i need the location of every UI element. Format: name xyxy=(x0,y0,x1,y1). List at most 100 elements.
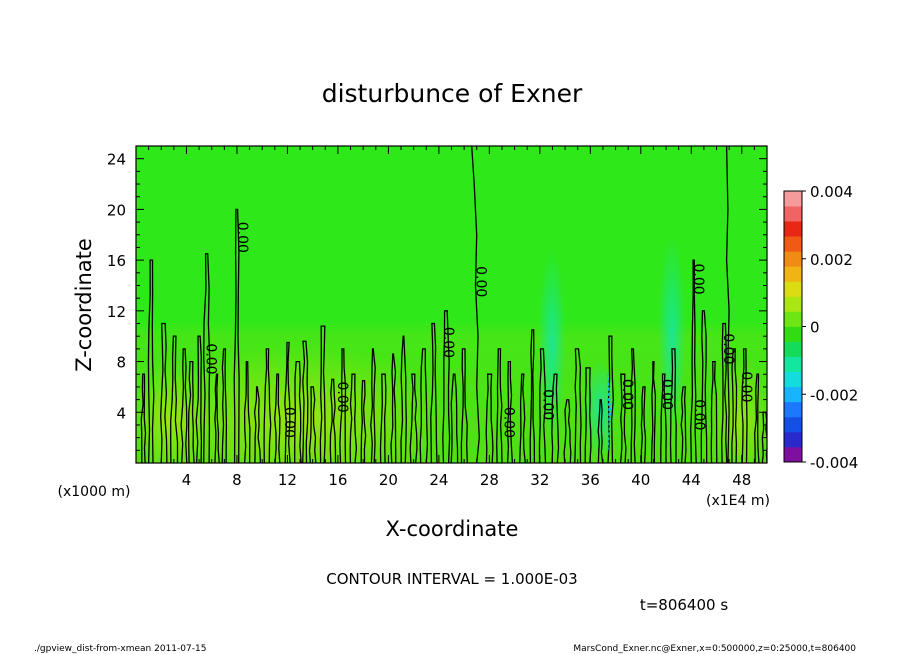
contour-line xyxy=(597,398,604,463)
footer-right: MarsCond_Exner.nc@Exner,x=0:500000,z=0:2… xyxy=(573,644,856,654)
colorbar-swatch xyxy=(784,266,802,282)
contour-line xyxy=(442,310,451,463)
y-axis: 4 8 12 16 20 24 xyxy=(107,151,767,451)
contour-label: 0.00 xyxy=(691,399,707,430)
contour-line xyxy=(294,360,302,463)
contour-line xyxy=(538,348,547,463)
contour-interval-text: CONTOUR INTERVAL = 1.000E-03 xyxy=(326,570,577,588)
contour-line xyxy=(669,348,677,463)
colorbar-swatch xyxy=(784,341,802,358)
contour-line xyxy=(721,322,728,463)
contour-line xyxy=(630,348,636,463)
colorbar-swatch xyxy=(784,326,802,342)
contour-line xyxy=(233,208,240,463)
chart-title: disturbunce of Exner xyxy=(322,79,583,108)
contour-line xyxy=(471,146,480,463)
contour-label: 0.00 xyxy=(334,382,350,413)
contour-line xyxy=(243,360,251,463)
x-tick-label: 40 xyxy=(631,471,650,489)
contour-line xyxy=(496,348,503,463)
contour-line xyxy=(650,360,657,463)
contour-line xyxy=(214,373,220,463)
contour-line xyxy=(221,348,228,463)
y-axis-label: Z-coordinate xyxy=(72,238,96,372)
plot-area: 0.00 0.00 0.00 0.00 0.00 0.00 0.00 0.00 0.00 0.00… xyxy=(136,146,767,463)
contour-line xyxy=(741,348,748,463)
contour-line xyxy=(754,373,760,463)
x-tick-label: 20 xyxy=(379,471,398,489)
contour-line xyxy=(274,373,281,463)
contour-line xyxy=(349,373,358,463)
colorbar-swatch xyxy=(784,446,802,463)
colorbar-tick-label: 0 xyxy=(810,319,820,337)
contour-line xyxy=(187,360,195,463)
x-tick-label: 32 xyxy=(530,471,549,489)
contour-line xyxy=(203,253,211,463)
contour-line xyxy=(308,386,317,463)
y-tick-label: 12 xyxy=(107,303,126,321)
contour-line xyxy=(640,386,647,463)
zero-contour-lines xyxy=(140,146,767,463)
contour-line xyxy=(339,348,347,463)
x-unit-label: (x1E4 m) xyxy=(706,493,770,509)
x-tick-label: 8 xyxy=(232,471,242,489)
colorbar-swatch xyxy=(784,206,802,222)
contour-line xyxy=(563,398,572,463)
contour-line xyxy=(195,335,203,463)
contour-label: 0.00 xyxy=(281,407,297,438)
colorbar-swatch xyxy=(784,401,802,418)
y-tick-label: 4 xyxy=(116,404,126,422)
colorbar: 0.004 0.002 0 -0.002 -0.004 xyxy=(783,183,858,472)
x-tick-label: 24 xyxy=(429,471,448,489)
contour-label: 0.00 xyxy=(720,333,736,364)
contour-line xyxy=(147,259,155,463)
contour-line xyxy=(390,353,397,463)
contour-line xyxy=(419,348,429,463)
colorbar-tick-label: 0.004 xyxy=(810,183,853,201)
colorbar-swatch xyxy=(784,191,802,207)
colorbar-swatch xyxy=(784,236,802,252)
contour-label: 0.00 xyxy=(658,379,674,410)
colorbar-swatch xyxy=(784,296,802,312)
contour-line xyxy=(574,348,582,463)
contour-label: 0.00 xyxy=(440,327,456,358)
contour-line xyxy=(180,348,188,463)
contour-line xyxy=(551,373,560,463)
contour-line xyxy=(619,373,627,463)
y-tick-label: 24 xyxy=(107,151,126,169)
colorbar-swatch xyxy=(784,311,802,327)
y-tick-label: 16 xyxy=(107,252,126,270)
contour-line xyxy=(302,340,309,463)
contour-label: 0.00 xyxy=(619,379,635,410)
contour-line xyxy=(450,373,459,463)
contour-label: 0.00 xyxy=(690,264,706,295)
contour-line xyxy=(680,386,687,463)
contour-line xyxy=(506,360,514,463)
x-axis: 4 8 12 16 20 24 28 32 36 40 44 48 xyxy=(148,146,755,489)
contour-line xyxy=(519,373,526,463)
negative-contour-line xyxy=(607,374,612,451)
contour-line xyxy=(160,322,168,463)
contour-line xyxy=(529,329,536,463)
x-tick-label: 28 xyxy=(480,471,499,489)
colorbar-tick-label: -0.002 xyxy=(810,386,858,404)
contour-label: 0.00 xyxy=(234,222,250,253)
x-axis-label: X-coordinate xyxy=(386,517,519,541)
contour-label: 0.00 xyxy=(203,343,219,374)
colorbar-swatch xyxy=(784,251,802,267)
contour-line xyxy=(319,325,326,463)
z-unit-label: (x1000 m) xyxy=(58,484,131,500)
colorbar-swatch xyxy=(784,416,802,433)
contour-label: 0.00 xyxy=(540,389,556,420)
x-tick-label: 36 xyxy=(581,471,600,489)
contour-line xyxy=(409,373,418,463)
positive-anomaly-region xyxy=(136,360,210,463)
contour-line xyxy=(329,378,337,463)
contour-label: 0.00 xyxy=(473,266,489,297)
contour-line xyxy=(140,373,147,463)
colorbar-swatch xyxy=(784,221,802,237)
contour-line xyxy=(253,386,262,463)
footer-left: ./gpview_dist-from-xmean 2011-07-15 xyxy=(34,644,206,654)
x-tick-label: 16 xyxy=(328,471,347,489)
